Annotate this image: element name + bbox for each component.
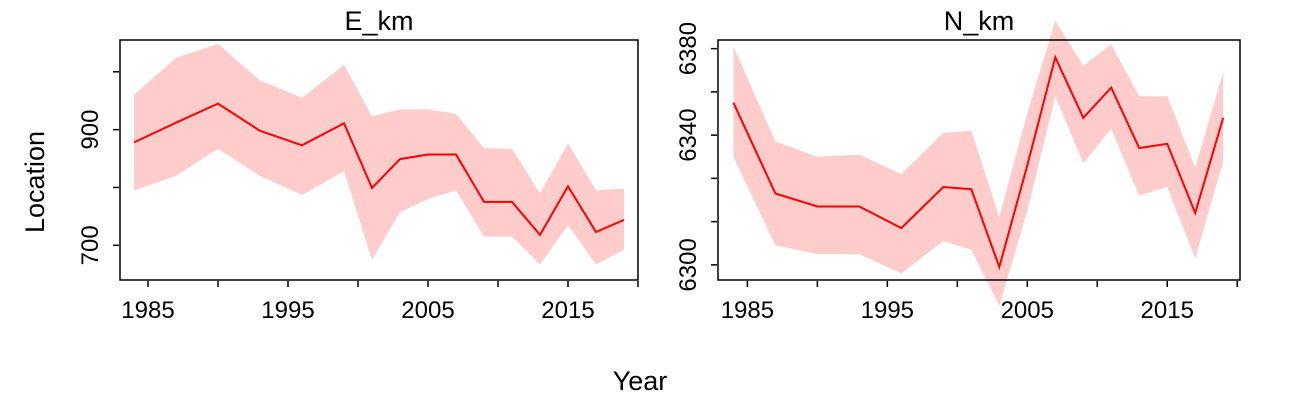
x-tick-label: 1995 — [261, 297, 314, 324]
y-tick-label: 700 — [77, 225, 104, 265]
y-tick-label: 6380 — [675, 22, 702, 75]
panel-e-km: 1985 1995 2005 2015 700 900 E_km — [77, 6, 639, 324]
x-tick-label: 1985 — [121, 297, 174, 324]
y-tick-label: 6300 — [675, 238, 702, 291]
y-axis-title: Location — [20, 131, 50, 233]
x-tick-label: 1985 — [721, 297, 774, 324]
panel-title: N_km — [944, 6, 1015, 36]
y-tick-label: 6340 — [675, 108, 702, 161]
y-tick-label: 900 — [77, 110, 104, 150]
confidence-band — [733, 20, 1224, 306]
panel-title: E_km — [344, 6, 413, 36]
series-line — [732, 54, 1225, 271]
plot-frame — [717, 39, 1241, 281]
series-line — [133, 102, 625, 237]
x-tick-label: 1995 — [861, 297, 914, 324]
x-tick-label: 2005 — [1001, 297, 1054, 324]
confidence-band — [134, 44, 624, 265]
x-tick-label: 2015 — [1141, 297, 1194, 324]
x-axis-title: Year — [613, 366, 668, 396]
plot-frame — [119, 39, 639, 281]
x-tick-label: 2005 — [401, 297, 454, 324]
x-tick-label: 2015 — [541, 297, 594, 324]
panel-n-km: 1985 1995 2005 2015 6300 6340 6380 N_km — [675, 6, 1241, 324]
